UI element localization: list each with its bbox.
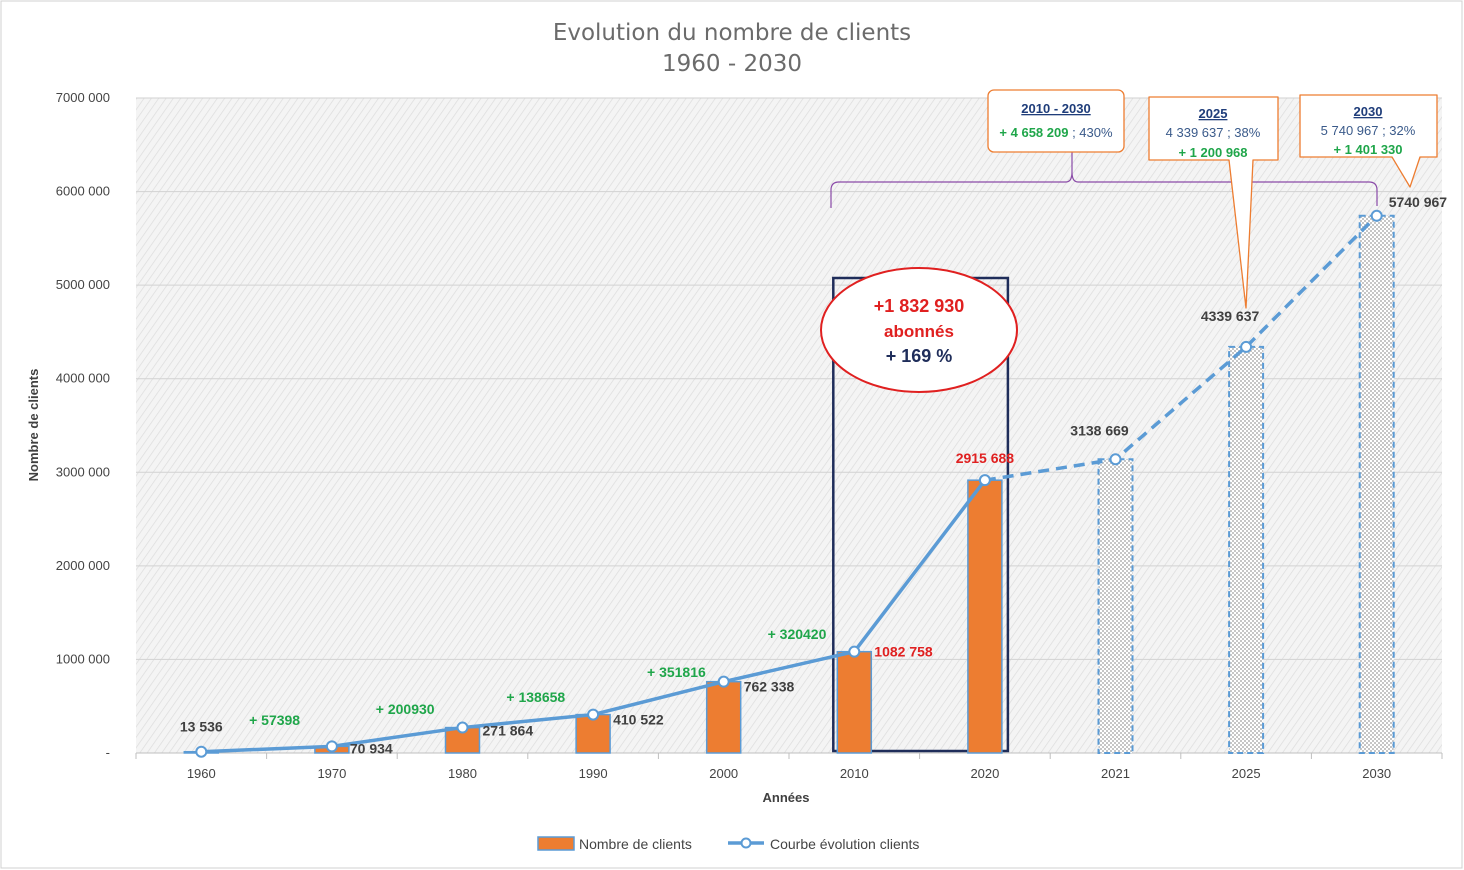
- x-tick-label: 1960: [187, 766, 216, 781]
- y-tick-label: 6000 000: [56, 184, 110, 199]
- increment-label: + 320420: [768, 626, 827, 642]
- chart-subtitle: 1960 - 2030: [662, 51, 802, 77]
- line-markers: [195, 209, 1383, 758]
- line-point: [717, 675, 730, 688]
- callout-title-1: 2010 - 2030: [1021, 101, 1090, 116]
- line-point: [1240, 340, 1253, 353]
- legend-swatch-marker: [740, 837, 752, 849]
- x-tick-label: 2021: [1101, 766, 1130, 781]
- callout-box-2: [1148, 96, 1279, 309]
- x-tick-label: 2020: [970, 766, 999, 781]
- y-axis-title: Nombre de clients: [26, 369, 41, 482]
- line-point: [325, 740, 338, 753]
- x-tick-label: 1990: [579, 766, 608, 781]
- value-label: 271 864: [483, 723, 534, 739]
- y-tick-label: 4000 000: [56, 371, 110, 386]
- bar-projected: [1358, 214, 1395, 754]
- x-ticks: 1960 1970 1980 1990 2000 2010 2020 2021 2025 2030: [135, 753, 1443, 781]
- x-tick-label: 2025: [1232, 766, 1261, 781]
- line-point: [195, 745, 208, 758]
- x-tick-label: 1970: [317, 766, 346, 781]
- x-tick-label: 2010: [840, 766, 869, 781]
- legend-swatch-bars: [537, 836, 575, 851]
- x-tick-label: 2030: [1362, 766, 1391, 781]
- callout-box-1: [987, 89, 1125, 153]
- highlight-line1: +1 832 930: [874, 296, 965, 316]
- line-point: [978, 474, 991, 487]
- callout-increment-1: + 4 658 209: [999, 125, 1068, 140]
- value-label: 5740 967: [1389, 194, 1448, 210]
- y-tick-label: 2000 000: [56, 558, 110, 573]
- increment-labels: + 57398 + 200930 + 138658 + 351816 + 320420: [249, 626, 826, 728]
- callout-title-3: 2030: [1354, 104, 1383, 119]
- line-point: [456, 721, 469, 734]
- increment-label: + 138658: [506, 689, 565, 705]
- line-point: [1370, 209, 1383, 222]
- value-label: 4339 637: [1201, 308, 1260, 324]
- y-tick-label: 7000 000: [56, 90, 110, 105]
- callout-increment-2: + 1 200 968: [1178, 145, 1247, 160]
- callout-line-1: + 4 658 209 ; 430%: [999, 125, 1113, 140]
- bar: [836, 650, 873, 754]
- bar: [705, 680, 742, 754]
- legend-label-bars: Nombre de clients: [579, 836, 692, 852]
- highlight-line2: abonnés: [884, 322, 954, 341]
- highlight-ellipse: [820, 267, 1018, 393]
- legend-label-line: Courbe évolution clients: [770, 836, 919, 852]
- value-label: 3138 669: [1070, 422, 1129, 438]
- bar-projected: [1228, 345, 1265, 754]
- series-line-projected: [984, 214, 1378, 482]
- y-tick-label: 5000 000: [56, 277, 110, 292]
- x-tick-label: 2000: [709, 766, 738, 781]
- callout-increment-3: + 1 401 330: [1333, 142, 1402, 157]
- value-labels: 13 536 70 934 271 864 410 522 762 338 1082 75…: [180, 194, 1447, 757]
- line-point: [848, 645, 861, 658]
- chart-title: Evolution du nombre de clients: [553, 20, 911, 46]
- bar: [575, 713, 611, 754]
- y-tick-label: -: [106, 745, 110, 760]
- bars: [183, 214, 1395, 754]
- callout-percent-1: ; 430%: [1068, 125, 1113, 140]
- callout-title-2: 2025: [1199, 106, 1228, 121]
- bar: [967, 479, 1003, 754]
- highlight-line3: + 169 %: [886, 346, 953, 366]
- value-label: 2915 688: [956, 450, 1015, 466]
- plot-area: [136, 98, 1442, 753]
- y-tick-label: 1000 000: [56, 651, 110, 666]
- period-brace: [830, 152, 1378, 208]
- callouts: 2010 - 2030 + 4 658 209 ; 430% 2025 4 339 6…: [987, 89, 1438, 309]
- callout-line-2: 4 339 637 ; 38%: [1166, 125, 1261, 140]
- y-tick-label: 3000 000: [56, 464, 110, 479]
- callout-line-3: 5 740 967 ; 32%: [1321, 123, 1416, 138]
- legend: Nombre de clients Courbe évolution client…: [537, 836, 919, 852]
- value-label: 13 536: [180, 719, 223, 735]
- value-label: 70 934: [350, 740, 393, 756]
- increment-label: + 57398: [249, 712, 300, 728]
- bar-projected: [1097, 458, 1134, 754]
- x-axis-title: Années: [763, 790, 810, 805]
- value-label: 1082 758: [874, 644, 933, 660]
- callout-box-3: [1299, 94, 1438, 188]
- value-label: 410 522: [613, 712, 664, 728]
- increment-label: + 351816: [647, 664, 706, 680]
- x-tick-label: 1980: [448, 766, 477, 781]
- line-point: [587, 708, 600, 721]
- increment-label: + 200930: [376, 701, 435, 717]
- line-point: [1109, 453, 1122, 466]
- value-label: 762 338: [744, 679, 795, 695]
